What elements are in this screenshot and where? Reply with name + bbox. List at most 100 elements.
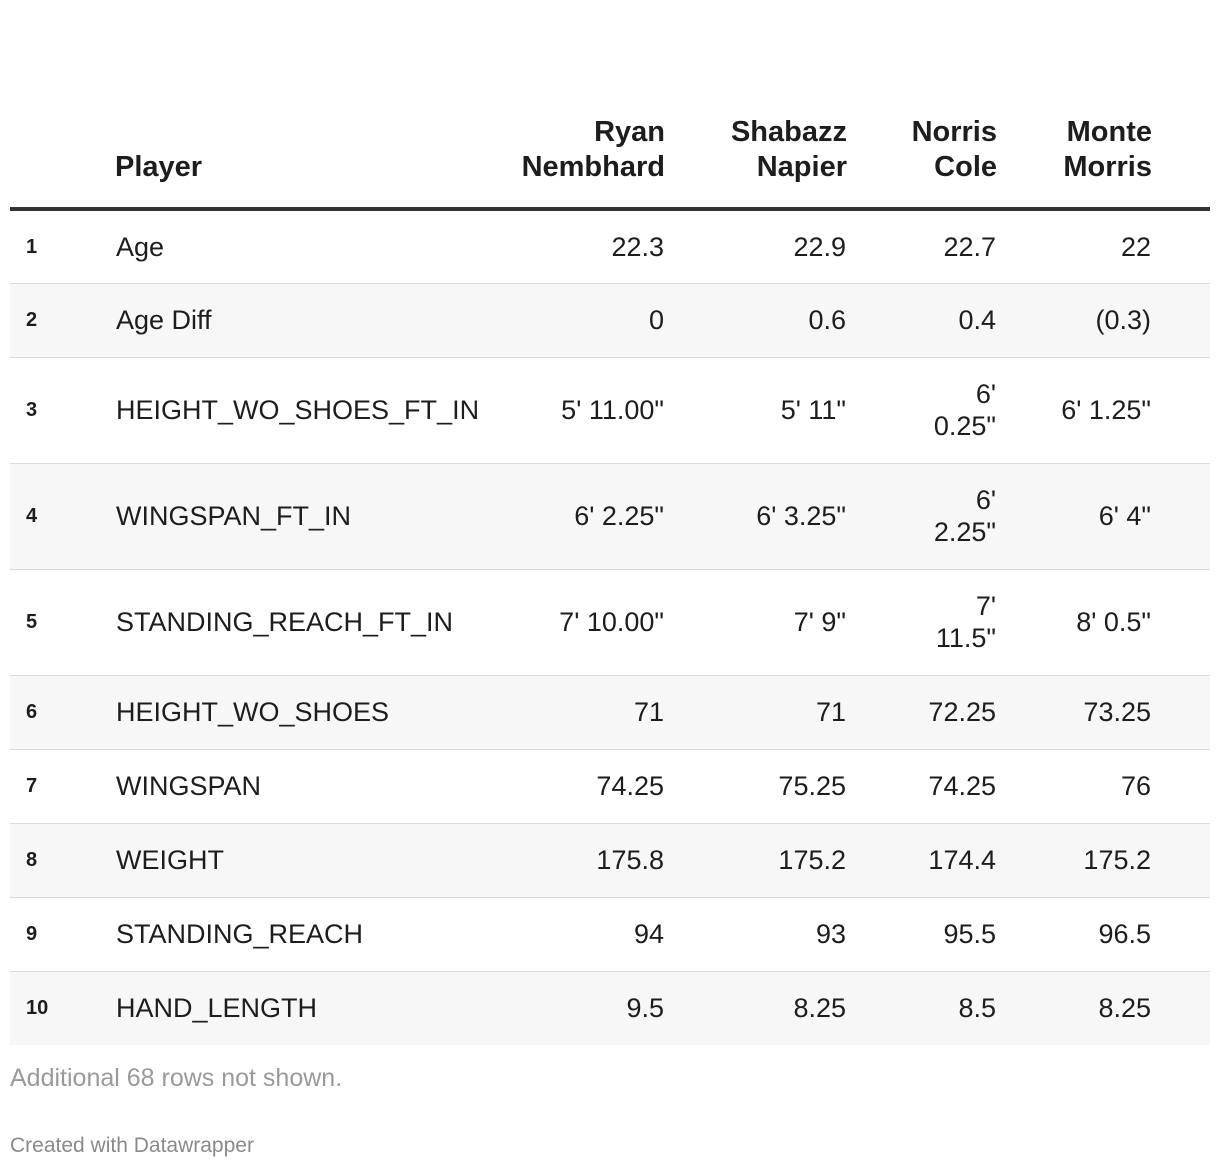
cell-value: 175.8 [485,823,665,898]
row-label: STANDING_REACH [115,897,485,972]
cell-value: 6' 0.25" [847,357,997,464]
cell-value: 175.2 [665,823,847,898]
cell-value: 0.6 [665,283,847,358]
header-line: Monte [1066,116,1152,148]
row-index: 9 [10,897,115,972]
table-container: Player Ryan Nembhard Shabazz Napier Norr… [10,0,1210,1045]
row-label: HEIGHT_WO_SHOES [115,675,485,750]
row-index: 10 [10,971,115,1045]
cell-value: 0 [485,283,665,358]
header-norris-cole[interactable]: Norris Cole [847,115,997,211]
header-ryan-nembhard[interactable]: Ryan Nembhard [485,115,665,211]
header-line: Ryan [594,116,665,148]
cell-value: 71 [665,675,847,750]
header-line: Cole [934,151,997,183]
cell-value: 96.5 [997,897,1152,972]
cell-spacer [1152,823,1210,898]
cell-value: 6' 2.25" [485,463,665,570]
cell-value: 93 [665,897,847,972]
header-spacer [1152,115,1210,211]
table-row: 9 STANDING_REACH 94 93 95.5 96.5 [10,897,1210,972]
cell-spacer [1152,357,1210,464]
cell-value: 5' 11" [665,357,847,464]
table-row: 4 WINGSPAN_FT_IN 6' 2.25" 6' 3.25" 6' 2.2… [10,463,1210,570]
cell-value: 6' 3.25" [665,463,847,570]
row-index: 8 [10,823,115,898]
header-line: Nembhard [521,151,665,183]
cell-value: 8' 0.5" [997,569,1152,676]
table-row: 8 WEIGHT 175.8 175.2 174.4 175.2 [10,823,1210,898]
cell-value: 5' 11.00" [485,357,665,464]
header-row: Player Ryan Nembhard Shabazz Napier Norr… [10,115,1210,211]
value-line: 6' 0.25" [933,379,996,441]
cell-value: 175.2 [997,823,1152,898]
cell-value: 74.25 [847,749,997,824]
cell-value: 8.25 [665,971,847,1045]
header-index [10,115,115,211]
cell-spacer [1152,283,1210,358]
header-line: Norris [911,116,997,148]
cell-value: 22.9 [665,209,847,284]
header-line: Morris [1063,151,1152,183]
row-label: WINGSPAN_FT_IN [115,463,485,570]
value-line: 7' 11.5" [935,591,996,653]
header-line: Shabazz [730,116,847,148]
table-row: 2 Age Diff 0 0.6 0.4 (0.3) [10,283,1210,358]
cell-spacer [1152,463,1210,570]
table-row: 3 HEIGHT_WO_SHOES_FT_IN 5' 11.00" 5' 11"… [10,357,1210,464]
cell-value: 6' 1.25" [997,357,1152,464]
cell-value: 74.25 [485,749,665,824]
header-monte-morris[interactable]: Monte Morris [997,115,1152,211]
cell-value: 22 [997,209,1152,284]
cell-value: (0.3) [997,283,1152,358]
table-row: 10 HAND_LENGTH 9.5 8.25 8.5 8.25 [10,971,1210,1045]
cell-value: 8.25 [997,971,1152,1045]
row-label: WEIGHT [115,823,485,898]
row-label: WINGSPAN [115,749,485,824]
cell-value: 22.3 [485,209,665,284]
cell-value: 71 [485,675,665,750]
header-player[interactable]: Player [115,115,485,211]
row-index: 3 [10,357,115,464]
row-index: 5 [10,569,115,676]
row-label: HAND_LENGTH [115,971,485,1045]
cell-spacer [1152,971,1210,1045]
row-index: 7 [10,749,115,824]
table-row: 1 Age 22.3 22.9 22.7 22 [10,209,1210,284]
cell-value: 94 [485,897,665,972]
cell-value: 9.5 [485,971,665,1045]
header-shabazz-napier[interactable]: Shabazz Napier [665,115,847,211]
cell-value: 7' 11.5" [847,569,997,676]
cell-value: 73.25 [997,675,1152,750]
row-label: HEIGHT_WO_SHOES_FT_IN [115,357,485,464]
row-index: 4 [10,463,115,570]
table-row: 5 STANDING_REACH_FT_IN 7' 10.00" 7' 9" 7… [10,569,1210,676]
header-line: Napier [756,151,847,183]
cell-value: 174.4 [847,823,997,898]
row-label: Age [115,209,485,284]
value-line: 6' 2.25" [933,485,996,547]
cell-value: 75.25 [665,749,847,824]
cell-spacer [1152,209,1210,284]
cell-value: 7' 9" [665,569,847,676]
row-label: Age Diff [115,283,485,358]
cell-spacer [1152,897,1210,972]
cell-value: 6' 4" [997,463,1152,570]
table-row: 6 HEIGHT_WO_SHOES 71 71 72.25 73.25 [10,675,1210,750]
cell-value: 22.7 [847,209,997,284]
cell-value: 76 [997,749,1152,824]
cell-value: 72.25 [847,675,997,750]
table-notes: Additional 68 rows not shown. [10,1064,343,1092]
row-index: 1 [10,209,115,284]
cell-spacer [1152,675,1210,750]
row-label: STANDING_REACH_FT_IN [115,569,485,676]
cell-value: 6' 2.25" [847,463,997,570]
row-index: 2 [10,283,115,358]
table-row: 7 WINGSPAN 74.25 75.25 74.25 76 [10,749,1210,824]
cell-value: 0.4 [847,283,997,358]
cell-spacer [1152,569,1210,676]
datawrapper-credit: Created with Datawrapper [10,1134,254,1157]
cell-spacer [1152,749,1210,824]
cell-value: 7' 10.00" [485,569,665,676]
cell-value: 95.5 [847,897,997,972]
